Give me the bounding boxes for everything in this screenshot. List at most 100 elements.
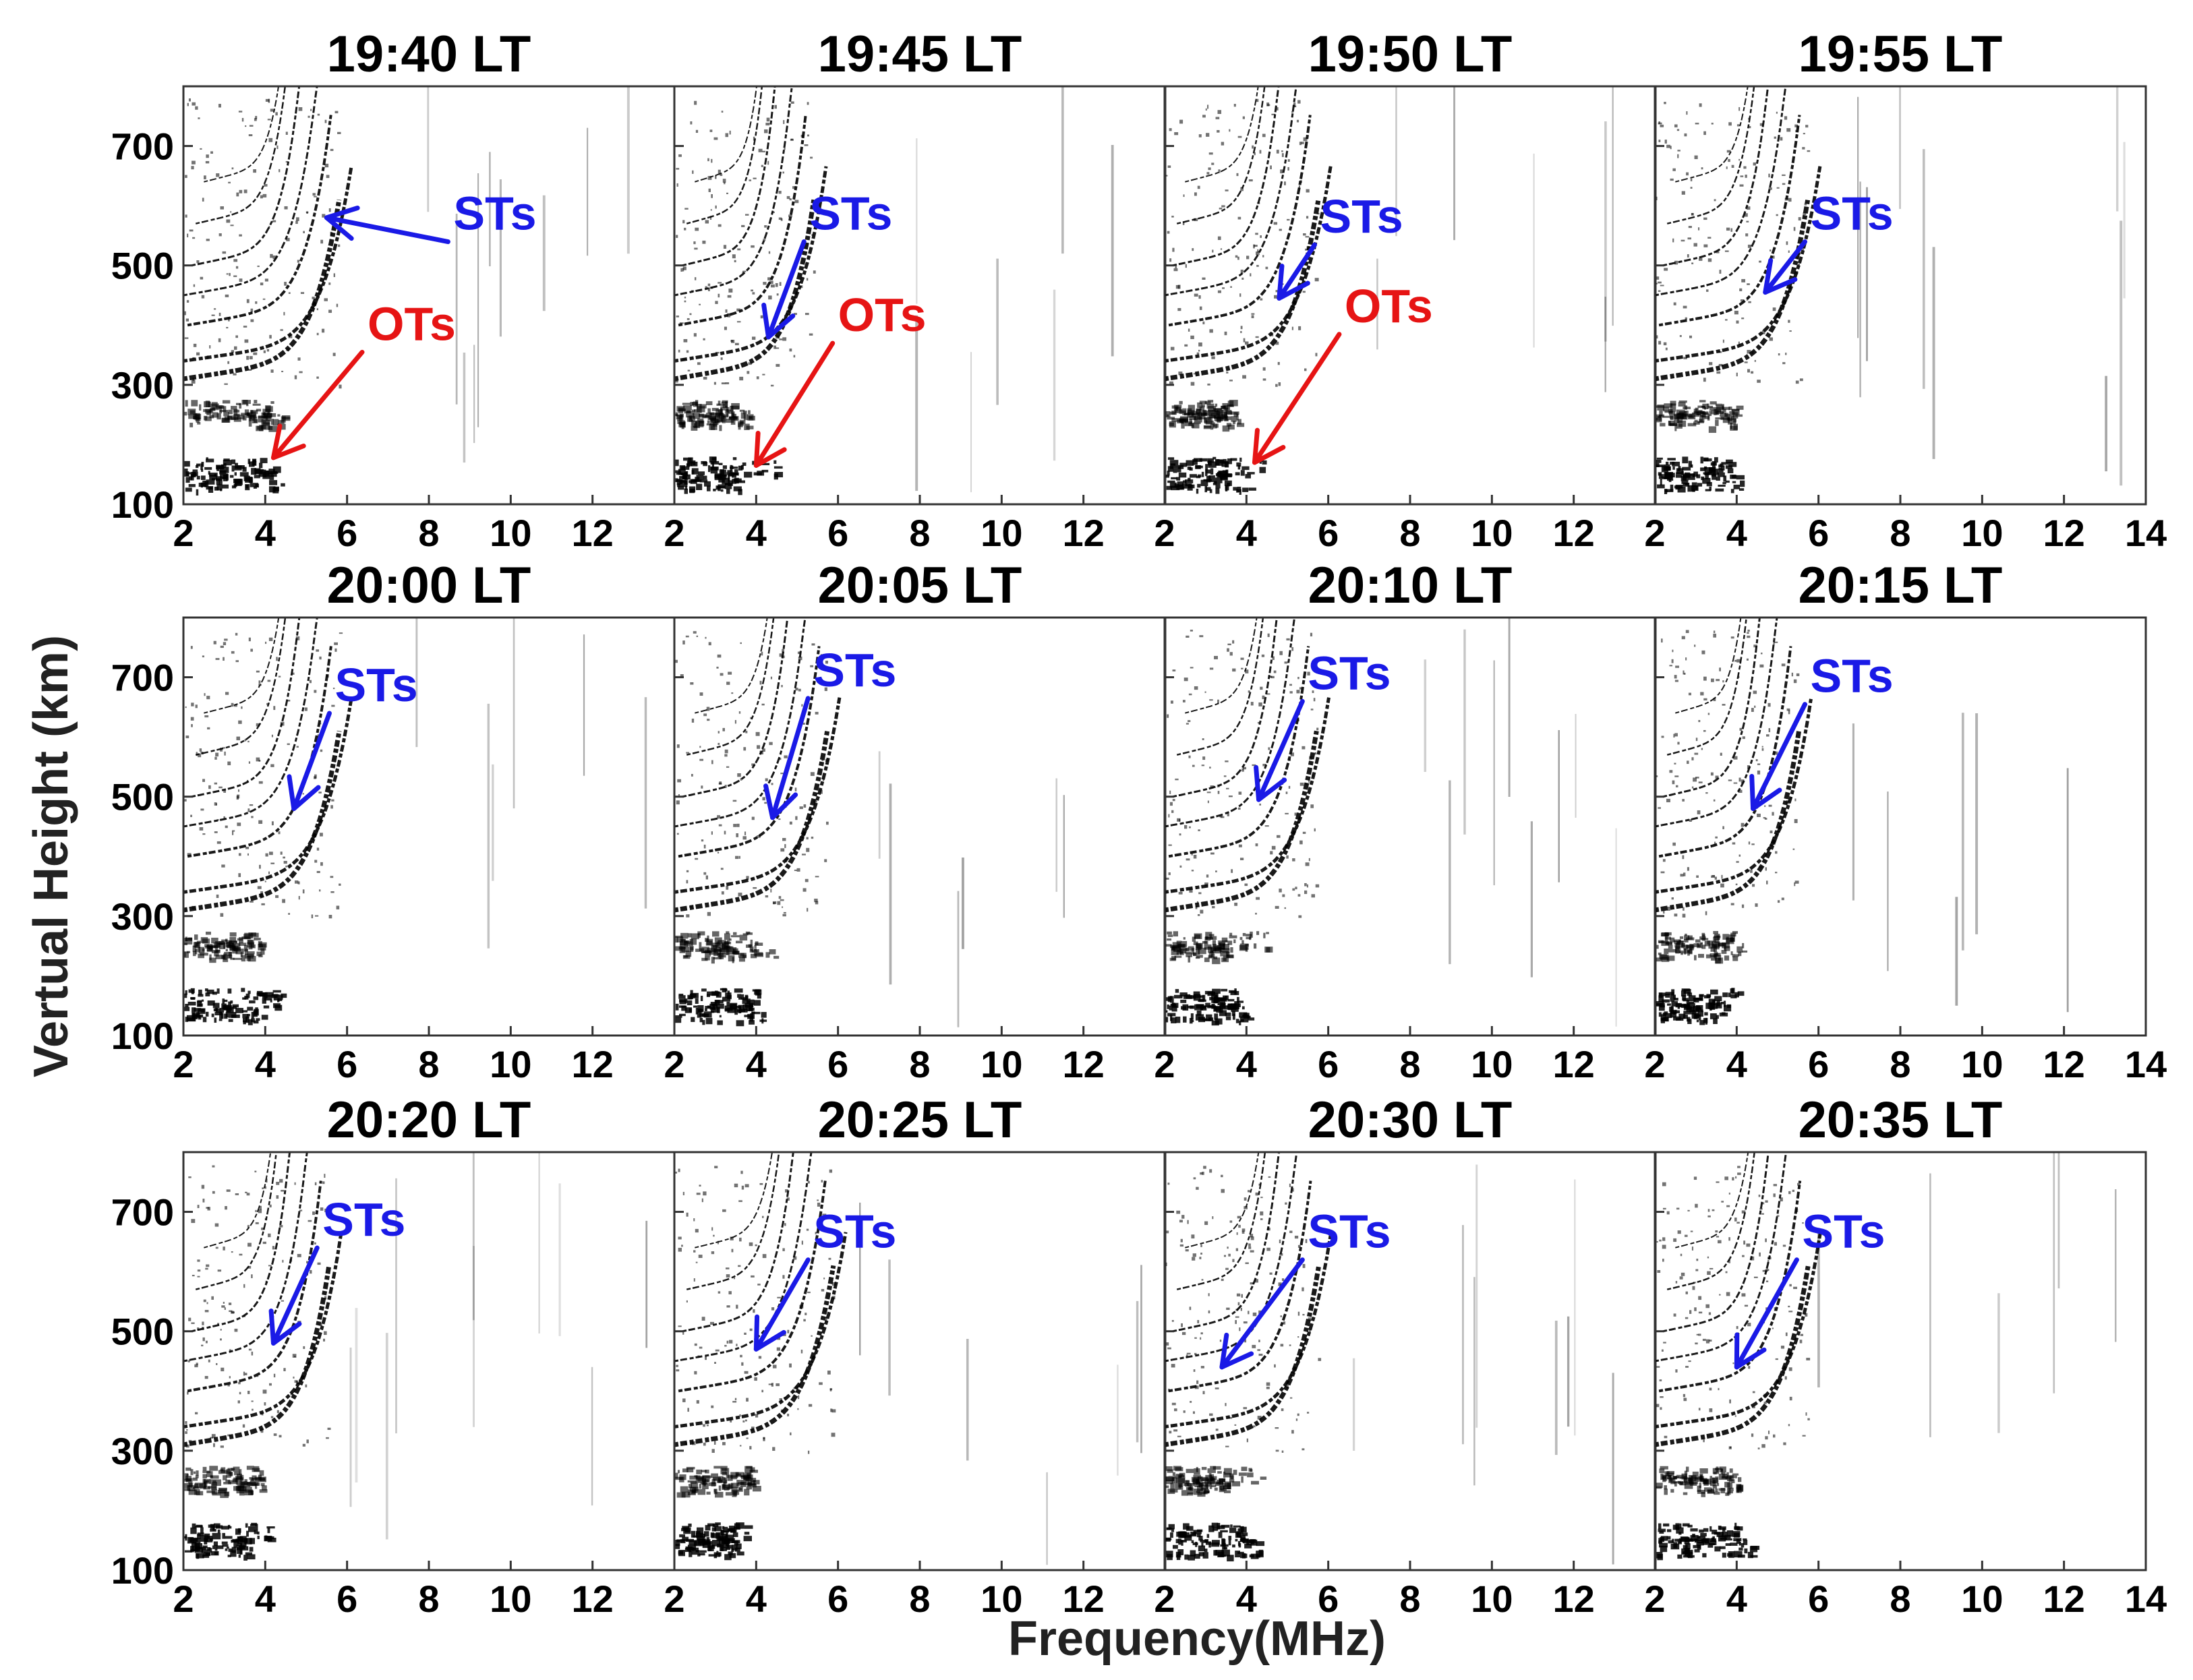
echo-point <box>1204 936 1211 941</box>
echo-point <box>756 875 759 878</box>
echo-point <box>714 1166 718 1168</box>
echo-point <box>726 1532 728 1538</box>
echo-point <box>710 419 719 425</box>
f-layer-trace <box>695 86 758 183</box>
echo-point <box>752 1484 757 1488</box>
echo-point <box>715 1349 720 1352</box>
echo-point <box>315 915 319 917</box>
x-tick-label: 2 <box>1154 1043 1175 1085</box>
echo-point <box>708 1554 716 1557</box>
echo-point <box>266 702 268 705</box>
echo-point <box>1667 906 1670 911</box>
echo-point <box>1684 939 1689 942</box>
echo-point <box>1670 484 1674 491</box>
echo-point <box>229 1310 233 1313</box>
echo-point <box>695 949 703 953</box>
echo-point <box>1248 690 1250 693</box>
echo-point <box>1239 293 1241 297</box>
echo-point <box>1215 1387 1219 1389</box>
echo-point <box>1658 1012 1662 1017</box>
echo-point <box>1730 951 1733 955</box>
echo-point <box>215 752 219 757</box>
echo-point <box>205 160 210 164</box>
echo-point <box>1677 1230 1681 1234</box>
echo-point <box>1189 889 1193 893</box>
echo-point <box>1196 409 1201 415</box>
echo-point <box>1250 1234 1254 1238</box>
echo-point <box>1724 409 1726 413</box>
echo-point <box>699 1553 705 1556</box>
echo-point <box>227 1555 231 1557</box>
echo-point <box>1728 122 1732 126</box>
echo-point <box>217 1323 220 1325</box>
echo-point <box>768 295 772 300</box>
echo-point <box>1682 1551 1689 1555</box>
echo-point <box>1212 1466 1221 1470</box>
echo-point <box>730 419 736 425</box>
echo-point <box>1721 462 1729 465</box>
echo-point <box>1707 940 1714 944</box>
echo-point <box>185 1467 192 1471</box>
echo-point <box>1213 422 1216 427</box>
x-tick-label: 6 <box>827 512 848 554</box>
echo-point <box>1670 1489 1674 1493</box>
echo-point <box>789 198 792 201</box>
echo-point <box>198 754 202 758</box>
echo-point <box>1318 212 1320 215</box>
echo-point <box>306 1439 309 1443</box>
echo-point <box>1750 1256 1755 1261</box>
echo-point <box>1257 202 1260 204</box>
echo-point <box>240 952 243 957</box>
echo-point <box>1165 1017 1169 1023</box>
echo-point <box>192 1477 198 1481</box>
echo-point <box>1205 108 1207 111</box>
echo-point <box>1200 1366 1204 1369</box>
echo-point <box>1223 1490 1231 1493</box>
echo-point <box>1720 752 1722 756</box>
echo-point <box>1280 169 1283 174</box>
echo-point <box>1682 913 1686 918</box>
echo-point <box>721 382 726 385</box>
echo-point <box>273 1433 277 1436</box>
echo-point <box>270 764 274 767</box>
echo-point <box>238 873 241 877</box>
echo-point <box>1298 915 1302 918</box>
echo-point <box>288 334 293 338</box>
echo-point <box>1674 913 1678 917</box>
echo-point <box>745 730 748 733</box>
echo-point <box>256 1018 260 1021</box>
echo-point <box>777 1337 781 1340</box>
echo-point <box>1255 336 1259 338</box>
sts-annotation-label: STs <box>1308 1205 1391 1258</box>
echo-point <box>1765 867 1767 871</box>
echo-point <box>687 994 693 1000</box>
echo-point <box>1687 1524 1693 1528</box>
f-layer-trace <box>674 1152 813 1362</box>
echo-point <box>1664 403 1673 408</box>
echo-point <box>1297 100 1301 104</box>
echo-point <box>1171 485 1180 491</box>
echo-point <box>1670 146 1672 150</box>
echo-point <box>807 134 810 137</box>
echo-point <box>1674 418 1679 424</box>
echo-point <box>681 1244 683 1247</box>
echo-point <box>707 420 710 424</box>
echo-point <box>1735 1176 1737 1179</box>
echo-point <box>1736 861 1739 863</box>
echo-point <box>1225 1445 1229 1447</box>
echo-point <box>235 1528 241 1535</box>
echo-point <box>1219 947 1223 953</box>
echo-point <box>720 469 726 477</box>
echo-point <box>725 309 728 313</box>
echo-point <box>1747 1551 1753 1559</box>
echo-point <box>1227 482 1231 487</box>
f-layer-trace <box>686 1152 780 1290</box>
f-layer-trace <box>682 86 776 267</box>
echo-point <box>1684 133 1687 137</box>
echo-point <box>1314 278 1319 282</box>
echo-point <box>1233 1470 1237 1475</box>
echo-point <box>726 931 730 934</box>
echo-point <box>220 1445 224 1448</box>
echo-point <box>208 1524 214 1528</box>
echo-point <box>188 1489 197 1495</box>
